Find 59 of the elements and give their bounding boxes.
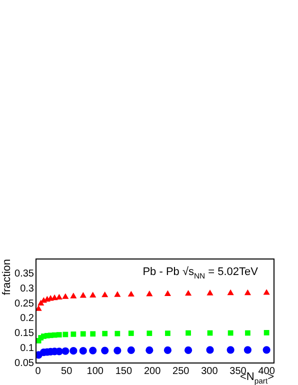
point [226, 346, 234, 354]
point [80, 331, 86, 337]
point [89, 346, 97, 354]
y-tick-label: 0.2 [20, 313, 34, 324]
point [263, 289, 270, 295]
point [128, 330, 134, 336]
point [262, 346, 270, 354]
x-tick-label: 150 [115, 366, 132, 377]
point [114, 291, 121, 297]
x-tick-label: 0 [35, 366, 42, 377]
point [228, 330, 234, 336]
point [146, 346, 154, 354]
point [264, 330, 270, 336]
point [80, 292, 86, 298]
point [36, 305, 42, 311]
point [186, 330, 191, 336]
x-tick-label: 200 [144, 366, 162, 377]
point [56, 332, 62, 338]
point [245, 330, 250, 336]
point [56, 294, 62, 300]
point [146, 290, 153, 296]
point [127, 346, 135, 354]
point [184, 290, 192, 296]
point [244, 346, 252, 354]
point [70, 331, 76, 337]
point [128, 290, 134, 297]
x-tick-label: 250 [172, 366, 190, 377]
y-tick-label: 0.25 [14, 298, 34, 310]
point [184, 346, 192, 354]
y-axis-title: fraction [1, 258, 13, 296]
point [206, 346, 214, 354]
point [206, 290, 214, 296]
point [227, 289, 234, 296]
point [165, 330, 170, 336]
point [164, 346, 172, 354]
x-tick-label: 300 [201, 366, 218, 377]
point [244, 289, 252, 296]
point [70, 292, 77, 298]
point [90, 331, 96, 337]
point [62, 332, 68, 338]
point [114, 330, 120, 336]
point [101, 346, 109, 354]
point [102, 330, 108, 336]
x-tick-label: 50 [61, 366, 73, 377]
point [164, 290, 172, 296]
point [70, 347, 78, 355]
y-tick-label: 0.15 [14, 328, 34, 340]
point [146, 330, 152, 336]
point [90, 292, 96, 298]
y-tick-label: 0.3 [20, 283, 34, 294]
point [114, 346, 122, 354]
x-tick-label: 100 [86, 366, 104, 377]
point [62, 347, 70, 355]
point [79, 347, 87, 355]
point [102, 291, 108, 298]
y-tick-label: 0.05 [14, 358, 34, 369]
y-tick-label: 0.1 [20, 342, 34, 354]
y-tick-label: 0.35 [14, 268, 34, 280]
point [62, 293, 69, 299]
